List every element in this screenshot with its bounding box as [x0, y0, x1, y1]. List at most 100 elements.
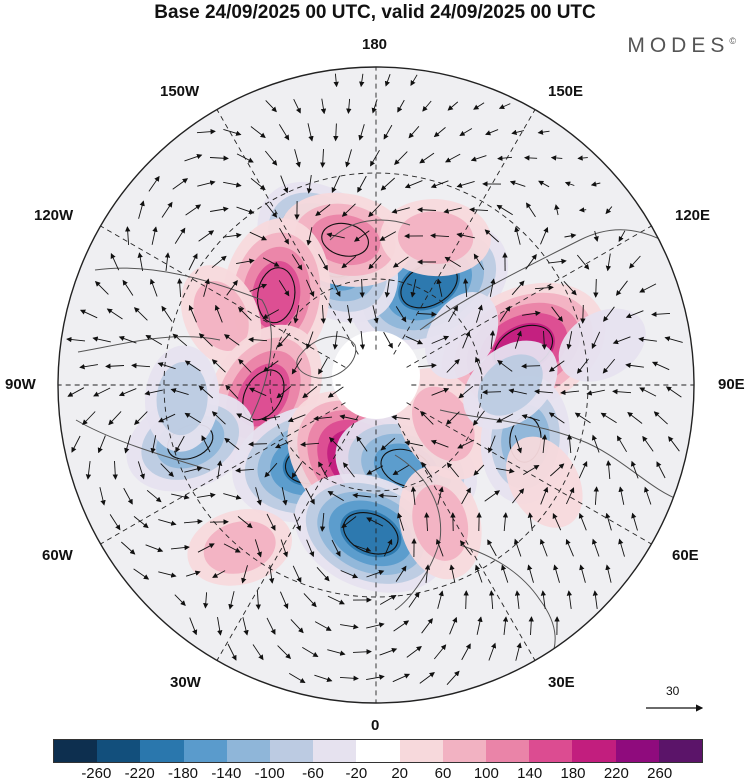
wind-arrow [383, 124, 393, 140]
wind-arrow [470, 155, 487, 162]
wind-arrow [262, 360, 279, 372]
meridian-line [406, 225, 652, 368]
wind-arrow [238, 358, 252, 373]
wind-arrow [431, 335, 450, 344]
wind-arrow [315, 204, 331, 217]
wind-arrow [476, 616, 483, 635]
wind-arrow [443, 207, 462, 214]
wind-arrow [391, 207, 410, 214]
wind-arrow [293, 99, 301, 114]
wind-arrow [356, 435, 368, 452]
wind-arrow [446, 462, 460, 478]
wind-arrow [578, 460, 588, 479]
wind-arrow [331, 539, 341, 557]
wind-arrow [175, 435, 185, 453]
wind-arrow [279, 227, 289, 245]
colorbar-tick-label: -20 [345, 765, 368, 782]
wind-arrow [352, 649, 372, 655]
wind-arrow [171, 493, 190, 500]
wind-arrow [359, 330, 366, 350]
wind-arrow [305, 487, 315, 505]
wind-arrow [576, 358, 589, 374]
wind-arrow [527, 512, 534, 531]
wind-arrow [300, 441, 320, 448]
wind-arrow [591, 538, 600, 557]
wind-arrow [638, 336, 657, 343]
wind-arrow [223, 128, 242, 136]
wind-arrow [293, 305, 300, 324]
wind-arrow [485, 129, 499, 136]
colorbar-swatch [97, 740, 141, 762]
colorbar-swatch [54, 740, 98, 762]
wind-arrow [320, 148, 326, 168]
wind-arrow [106, 308, 123, 320]
wind-arrow [264, 150, 278, 166]
wind-arrow [319, 512, 326, 532]
wind-arrow [482, 389, 502, 395]
colorbar-tick-label: 180 [560, 765, 586, 782]
wind-arrow [380, 177, 396, 191]
wind-arrow [366, 517, 384, 527]
wind-arrow [627, 411, 643, 424]
wind-arrow [280, 175, 289, 194]
wind-arrow [226, 279, 238, 296]
wind-arrow [268, 565, 275, 584]
wind-arrow [146, 489, 162, 503]
colorbar-tick-label: 100 [473, 765, 499, 782]
wind-arrow [406, 646, 422, 658]
wind-arrow [366, 465, 384, 475]
contour-line [321, 222, 369, 257]
colorbar-swatch [486, 740, 530, 762]
wind-arrow [328, 436, 343, 451]
meridian-line [406, 402, 652, 545]
wind-arrow [665, 386, 682, 398]
wind-arrow [327, 649, 346, 656]
wind-arrow [79, 309, 98, 319]
vector-reference-arrow [646, 704, 704, 712]
wind-arrow [332, 331, 339, 350]
wind-arrow [592, 590, 599, 609]
wind-arrow [420, 410, 434, 425]
graticule [58, 67, 694, 703]
wind-arrow [331, 279, 341, 297]
wind-arrow [306, 227, 313, 246]
wind-arrow [305, 331, 314, 350]
wind-arrow [293, 513, 302, 532]
wind-arrow [157, 362, 176, 370]
wind-arrow [566, 331, 573, 350]
wind-arrow [419, 672, 435, 684]
wind-arrow [430, 180, 449, 189]
wind-arrow [261, 416, 280, 422]
lon-label-150e: 150E [548, 83, 584, 100]
wind-arrow [456, 232, 475, 239]
wind-arrow [145, 544, 164, 553]
wind-arrow [188, 304, 197, 323]
wind-arrow [265, 202, 278, 218]
map-title: Base 24/09/2025 00 UTC, valid 24/09/2025… [154, 2, 596, 23]
wind-arrow [469, 207, 489, 213]
wind-arrow [605, 564, 612, 583]
wind-arrow [82, 411, 96, 426]
wind-arrow [249, 283, 268, 292]
wind-arrow [198, 333, 213, 347]
wind-arrow [410, 74, 418, 86]
wind-arrow [277, 332, 291, 348]
wind-arrow [422, 100, 432, 112]
wind-arrow [410, 279, 417, 298]
wind-arrow [131, 362, 151, 369]
wind-arrow [514, 330, 522, 349]
wind-arrow [97, 435, 106, 454]
wind-arrow [353, 544, 372, 553]
wind-arrow [250, 126, 266, 139]
wind-arrow [554, 204, 560, 216]
meridian-line [393, 109, 536, 355]
wind-arrow [618, 538, 625, 557]
wind-arrow [574, 412, 591, 424]
wind-arrow [158, 413, 176, 423]
wind-arrow [281, 487, 288, 506]
meridian-line [100, 402, 346, 545]
latitude-circle [269, 278, 483, 492]
wind-arrow [472, 410, 485, 426]
wind-arrow [158, 571, 177, 578]
colorbar-swatch [572, 740, 616, 762]
